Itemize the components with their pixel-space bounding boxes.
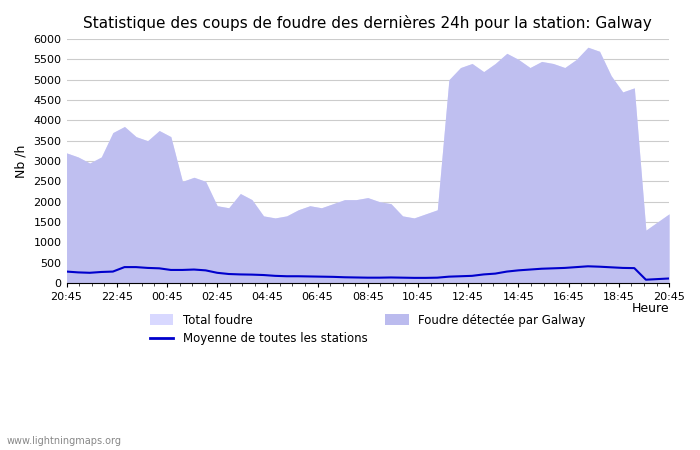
- X-axis label: Heure: Heure: [631, 302, 669, 315]
- Title: Statistique des coups de foudre des dernières 24h pour la station: Galway: Statistique des coups de foudre des dern…: [83, 15, 652, 31]
- Legend: Total foudre, Moyenne de toutes les stations, Foudre détectée par Galway: Total foudre, Moyenne de toutes les stat…: [145, 309, 591, 350]
- Y-axis label: Nb /h: Nb /h: [15, 144, 28, 178]
- Text: www.lightningmaps.org: www.lightningmaps.org: [7, 436, 122, 446]
